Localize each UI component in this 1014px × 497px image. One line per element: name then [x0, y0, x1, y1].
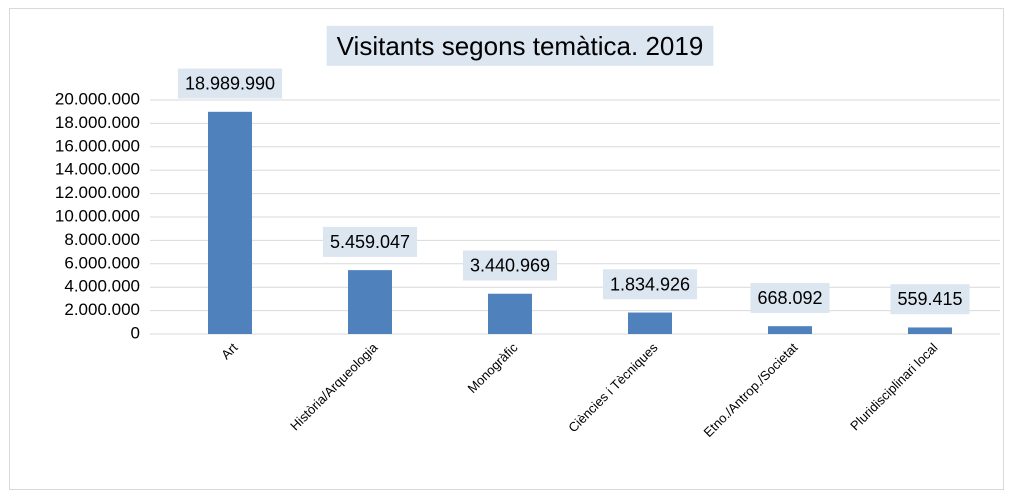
y-tick-label: 10.000.000: [55, 206, 140, 225]
value-label-box: [602, 269, 698, 300]
bar: [628, 312, 672, 334]
chart-title: Visitants segons temàtica. 2019: [337, 31, 704, 61]
value-label: 3.440.969: [470, 255, 550, 275]
y-tick-label: 4.000.000: [64, 277, 140, 296]
value-label-box: [462, 250, 558, 281]
y-tick-label: 18.000.000: [55, 113, 140, 132]
y-tick-label: 20.000.000: [55, 89, 140, 108]
y-tick-label: 8.000.000: [64, 230, 140, 249]
bar: [488, 293, 532, 334]
value-label: 559.415: [897, 289, 962, 309]
value-label-box: [322, 226, 418, 257]
y-tick-label: 0: [131, 323, 140, 342]
bar: [208, 111, 252, 335]
y-tick-label: 14.000.000: [55, 160, 140, 179]
bar: [768, 326, 812, 334]
grid: [150, 99, 1000, 335]
value-label: 18.989.990: [185, 74, 275, 94]
value-label: 5.459.047: [330, 232, 410, 252]
y-tick-label: 2.000.000: [64, 300, 140, 319]
value-label-box: [750, 282, 830, 313]
y-tick-label: 6.000.000: [64, 253, 140, 272]
bar: [908, 327, 952, 334]
y-tick-label: 16.000.000: [55, 136, 140, 155]
value-label: 1.834.926: [610, 274, 690, 294]
value-label: 668.092: [757, 288, 822, 308]
value-label-box: [177, 68, 283, 99]
y-tick-label: 12.000.000: [55, 183, 140, 202]
value-label-box: [890, 284, 970, 315]
bar: [348, 270, 392, 334]
title-box: [326, 25, 714, 66]
chart-border: [9, 8, 1004, 490]
